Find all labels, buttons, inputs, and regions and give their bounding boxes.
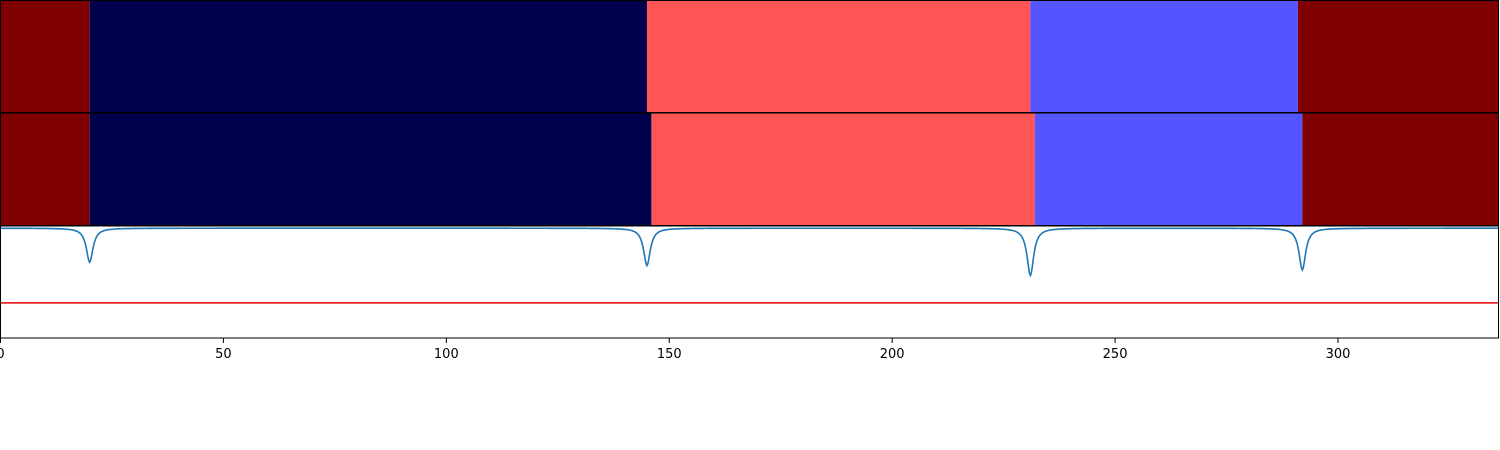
x-axis: 0 50 100 150 200 250 300 bbox=[0, 338, 1350, 362]
signal-line bbox=[0, 227, 1499, 278]
signal-panel-background bbox=[0, 226, 1499, 338]
x-tick-label-5: 250 bbox=[1103, 347, 1128, 362]
segment-0-2 bbox=[646, 1, 1031, 112]
x-tick-label-2: 100 bbox=[434, 347, 459, 362]
segment-1-2 bbox=[651, 113, 1035, 225]
x-tick-label-4: 200 bbox=[880, 347, 905, 362]
segment-0-3 bbox=[1030, 1, 1298, 112]
segment-1-0 bbox=[0, 113, 90, 225]
segment-1-1 bbox=[89, 113, 652, 225]
signal-panel bbox=[0, 226, 1499, 338]
signal-panel-frame bbox=[0, 225, 1499, 339]
segment-1-3 bbox=[1034, 113, 1303, 225]
x-tick-label-6: 300 bbox=[1326, 347, 1351, 362]
segment-0-1 bbox=[89, 1, 647, 112]
segment-1-4 bbox=[1302, 113, 1499, 225]
segment-0-0 bbox=[0, 1, 90, 112]
segment-row-top bbox=[0, 1, 1499, 112]
x-tick-label-0: 0 bbox=[0, 347, 5, 362]
segment-0-4 bbox=[1297, 1, 1499, 112]
x-tick-label-3: 150 bbox=[657, 347, 682, 362]
segment-row-bottom bbox=[0, 113, 1499, 225]
x-tick-label-1: 50 bbox=[215, 347, 232, 362]
